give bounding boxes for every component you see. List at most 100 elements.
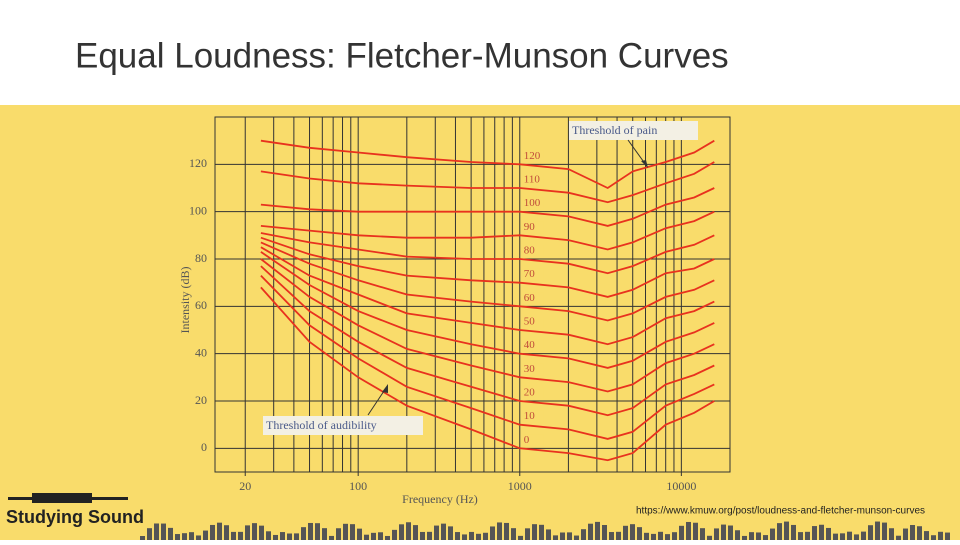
curve-label-bg [521,410,544,423]
wave-bar [868,525,873,540]
wave-bar [315,523,320,540]
curve-label-bg [521,174,544,186]
curve-label-bg [521,387,544,399]
wave-bar [749,532,754,540]
curve-label-bg [521,268,544,281]
wave-bar [462,534,467,540]
wave-bar [483,532,488,540]
wave-bar [861,531,866,540]
slide-title: Equal Loudness: Fletcher-Munson Curves [75,36,729,75]
wave-bar [854,534,859,540]
wave-bar [595,521,600,540]
wave-bar [161,523,166,540]
wave-bar [469,531,474,540]
arrow-head [382,384,388,393]
curve [260,236,715,298]
curve-label-bg [521,434,544,447]
wave-bar [679,525,684,540]
wave-bar [630,524,635,540]
wave-bar [427,531,432,540]
y-tick-label: 80 [195,251,207,265]
wave-bar [245,525,250,540]
wave-bar [308,522,313,540]
wave-bar [700,528,705,540]
curve [260,258,715,393]
wave-bar [938,531,943,540]
curve-label: 60 [524,292,536,304]
wave-bar [518,535,523,540]
wave-bar [280,532,285,540]
wave-bar [763,535,768,540]
annotation-pain: Threshold of pain [569,121,698,168]
source-url: https://www.kmuw.org/post/loudness-and-f… [636,506,925,517]
wave-bar [420,531,425,540]
wave-bar [532,524,537,540]
wave-bar [588,523,593,540]
wave-bar [217,522,222,540]
wave-bar [798,532,803,540]
wave-bar [350,524,355,540]
wave-bar [140,536,145,540]
x-tick-label: 10000 [666,479,696,493]
wave-bar [175,534,180,540]
wave-bar [728,525,733,540]
wave-bar [672,532,677,540]
wave-bar [182,533,187,540]
wave-bar [791,524,796,540]
plot-frame [214,116,731,473]
wave-bar [231,531,236,540]
wave-bar [392,529,397,540]
curve-label-bg [521,221,544,234]
wave-bar [875,521,880,540]
curve-label-bg [521,292,544,305]
curve-label: 80 [524,245,536,257]
curve-label-bg [521,150,544,163]
curve [260,251,715,369]
curve-label: 30 [524,363,536,375]
header-bg [0,0,960,105]
logo-text: Studying Sound [6,507,144,527]
wave-bar [546,529,551,540]
wave-bar [504,522,509,540]
curve-label-bg [521,339,544,352]
wave-bar [399,524,404,540]
x-axis-label: Frequency (Hz) [402,492,478,506]
wave-bar [574,535,579,540]
annotation-box [569,121,698,140]
wave-bar [714,528,719,540]
curve [260,274,715,440]
curve [260,210,715,251]
wave-bar [434,525,439,540]
wave-bar [455,532,460,540]
wave-bar [301,527,306,540]
wave-bar [252,523,257,540]
wave-bar [525,528,530,540]
wave-bar [735,530,740,540]
wave-bar [343,523,348,540]
wave-bar [560,532,565,540]
curve [260,286,715,462]
wave-bar [553,535,558,540]
wave-bar [721,524,726,540]
wave-bar [917,526,922,540]
wave-bar [840,533,845,540]
annotation-audibility: Threshold of audibility [263,384,423,435]
curve-label: 100 [524,197,541,209]
wave-bar [833,533,838,540]
wave-bar [693,522,698,540]
y-tick-label: 20 [195,393,207,407]
y-tick-label: 100 [189,203,207,217]
wave-bar [651,533,656,540]
wave-bar [259,525,264,540]
curve-label-bg [521,316,544,328]
wave-bar [490,526,495,540]
wave-bar [945,532,950,540]
curve-label: 40 [524,339,536,351]
wave-bar [931,535,936,540]
wave-bar [777,523,782,540]
curve-label: 50 [524,316,536,328]
wave-bar [322,528,327,540]
wave-bar [294,533,299,540]
